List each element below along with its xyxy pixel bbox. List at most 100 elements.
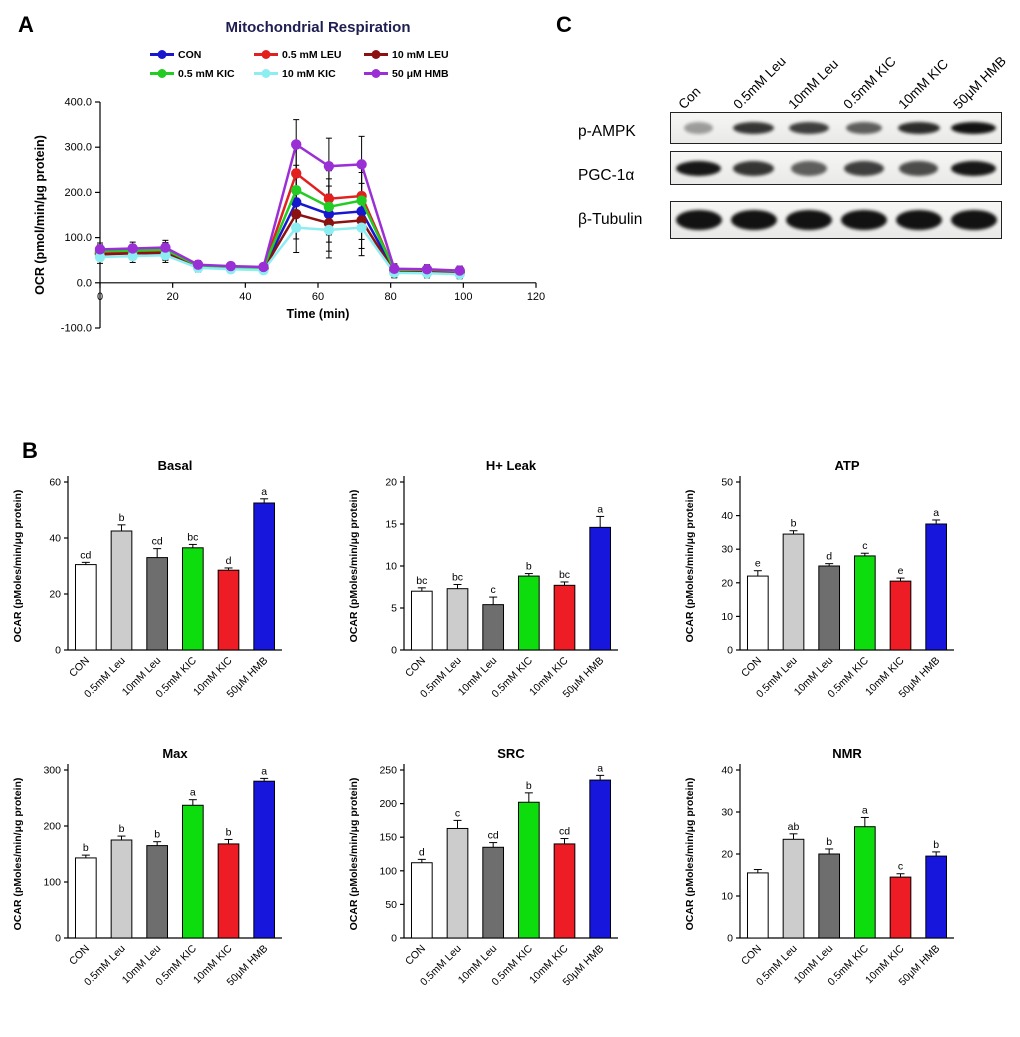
svg-text:40: 40	[49, 533, 61, 545]
svg-text:0.5 mM KIC: 0.5 mM KIC	[178, 68, 235, 80]
svg-text:cd: cd	[152, 536, 163, 548]
blot-band	[730, 210, 777, 230]
blot-lane	[946, 210, 1001, 230]
svg-text:e: e	[755, 558, 761, 570]
blot-lane	[891, 210, 946, 230]
svg-text:20: 20	[167, 291, 179, 303]
panel-b-label: B	[22, 438, 38, 463]
svg-text:10 mM KIC: 10 mM KIC	[282, 68, 336, 80]
svg-text:10: 10	[721, 891, 733, 903]
svg-text:Mitochondrial Respiration: Mitochondrial Respiration	[225, 19, 410, 36]
svg-text:cd: cd	[488, 830, 499, 842]
svg-text:SRC: SRC	[497, 746, 525, 761]
svg-text:20: 20	[721, 577, 733, 589]
svg-text:bc: bc	[187, 531, 198, 543]
svg-text:Time (min): Time (min)	[287, 307, 350, 321]
svg-text:CON: CON	[739, 943, 764, 968]
blot-column-label: Con	[675, 83, 704, 112]
blot-lane	[946, 122, 1001, 134]
svg-text:CON: CON	[178, 49, 201, 61]
blot-strip	[670, 112, 1002, 144]
svg-text:20: 20	[721, 849, 733, 861]
blot-band	[843, 160, 884, 176]
panel-a-label: A	[18, 12, 34, 37]
svg-text:d: d	[826, 551, 832, 563]
svg-text:CON: CON	[739, 655, 764, 680]
svg-text:100: 100	[43, 877, 61, 889]
svg-text:30: 30	[721, 544, 733, 556]
svg-text:Basal: Basal	[158, 458, 193, 473]
svg-text:0: 0	[727, 645, 733, 657]
svg-text:b: b	[826, 836, 832, 848]
blot-strip	[670, 201, 1002, 239]
blot-lane	[726, 160, 781, 176]
svg-text:-100.0: -100.0	[61, 323, 92, 335]
svg-text:80: 80	[385, 291, 397, 303]
svg-text:200.0: 200.0	[64, 187, 92, 199]
blot-lane	[836, 122, 891, 134]
svg-text:0: 0	[727, 933, 733, 945]
svg-text:0: 0	[391, 933, 397, 945]
blot-column-label: 10mM KIC	[895, 56, 952, 112]
svg-text:b: b	[791, 518, 797, 530]
svg-text:50: 50	[385, 899, 397, 911]
svg-text:50: 50	[721, 477, 733, 489]
svg-text:100.0: 100.0	[64, 232, 92, 244]
blot-lane	[671, 160, 726, 176]
svg-text:d: d	[419, 846, 425, 858]
svg-text:bc: bc	[452, 571, 463, 583]
svg-text:b: b	[933, 839, 939, 851]
blot-row-label: p-AMPK	[578, 122, 636, 140]
svg-text:OCAR (pMoles/min/μg protein): OCAR (pMoles/min/μg protein)	[684, 490, 696, 643]
svg-text:60: 60	[49, 477, 61, 489]
svg-text:OCR (pmol/min/μg protein): OCR (pmol/min/μg protein)	[33, 135, 47, 295]
blot-row: β-Tubulin	[578, 201, 1014, 239]
blot-row: PGC-1α	[578, 151, 1014, 201]
svg-text:40: 40	[721, 765, 733, 777]
blot-lane	[781, 210, 836, 230]
svg-text:0: 0	[55, 933, 61, 945]
blot-band	[951, 160, 996, 176]
svg-text:0.0: 0.0	[77, 277, 92, 289]
blot-band	[840, 210, 887, 230]
svg-text:30: 30	[721, 807, 733, 819]
svg-text:150: 150	[379, 832, 397, 844]
svg-text:a: a	[597, 503, 603, 515]
blot-lane	[836, 160, 891, 176]
blot-column-label: 0.5mM Leu	[730, 53, 789, 112]
svg-text:a: a	[933, 507, 939, 519]
blot-lane	[726, 122, 781, 134]
svg-text:cd: cd	[80, 549, 91, 561]
svg-text:d: d	[226, 555, 232, 567]
svg-text:H+ Leak: H+ Leak	[486, 458, 537, 473]
svg-text:OCAR (pMoles/min/μg protein): OCAR (pMoles/min/μg protein)	[12, 490, 24, 643]
svg-text:10: 10	[385, 561, 397, 573]
blot-lane	[671, 122, 726, 134]
blot-row-label: β-Tubulin	[578, 211, 643, 228]
svg-text:b: b	[119, 823, 125, 835]
blot-column-label: 0.5mM KIC	[840, 53, 899, 112]
svg-text:e: e	[898, 565, 904, 577]
blot-lane	[891, 160, 946, 176]
svg-text:OCAR (pMoles/min/μg protein): OCAR (pMoles/min/μg protein)	[348, 490, 360, 643]
blot-lane	[726, 210, 781, 230]
blot-band	[676, 160, 721, 176]
svg-text:b: b	[154, 829, 160, 841]
svg-text:a: a	[261, 765, 267, 777]
svg-text:bc: bc	[559, 569, 570, 581]
blot-column-label: 50μM HMB	[950, 53, 1009, 112]
svg-text:a: a	[190, 787, 196, 799]
blot-row-label: PGC-1α	[578, 167, 635, 184]
blot-band	[897, 122, 940, 134]
svg-text:40: 40	[239, 291, 251, 303]
svg-text:120: 120	[527, 291, 545, 303]
svg-text:a: a	[597, 762, 603, 774]
svg-text:50 μM HMB: 50 μM HMB	[392, 68, 449, 80]
blot-band	[899, 160, 938, 176]
